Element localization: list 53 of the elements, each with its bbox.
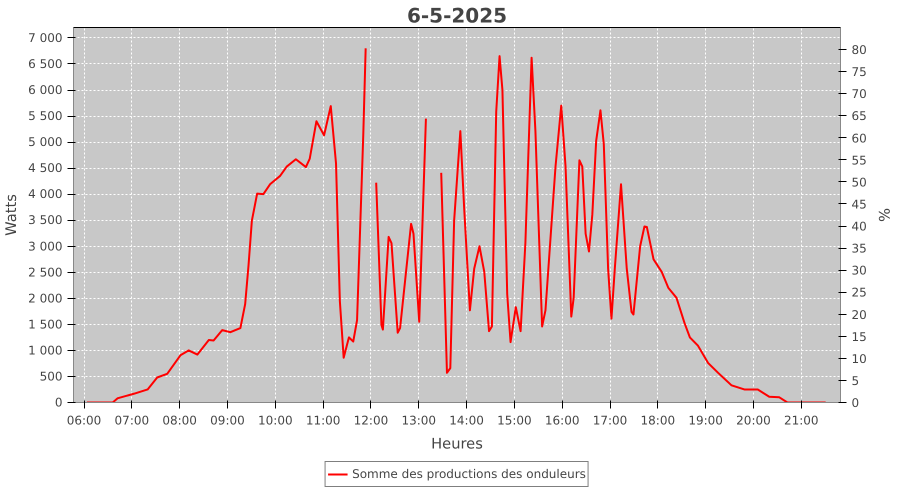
y2-tick-label: 15	[852, 330, 867, 344]
x-tick-label: 14:00	[449, 414, 484, 428]
y-tick-label: 6 000	[28, 83, 63, 97]
x-tick-label: 06:00	[66, 414, 102, 428]
y-tick-label: 5 000	[28, 135, 63, 150]
y2-tick-label: 60	[852, 131, 867, 146]
x-tick-label: 21:00	[784, 414, 819, 428]
y-tick-label: 3 000	[28, 239, 63, 254]
y2-tick-label: 5	[852, 374, 860, 388]
x-tick-label: 07:00	[114, 414, 150, 428]
x-tick-label: 12:00	[354, 414, 388, 428]
x-tick-label: 08:00	[162, 414, 197, 428]
y-tick-label: 7 000	[28, 30, 63, 45]
y2-tick-label: 70	[852, 87, 867, 102]
x-tick-label: 10:00	[258, 414, 293, 428]
x-tick-label: 19:00	[688, 414, 723, 428]
y-tick-label: 2 000	[28, 291, 63, 306]
y2-tick-label: 30	[852, 264, 867, 278]
y-tick-label: 0	[54, 396, 63, 410]
y-axis-title: Watts	[3, 194, 20, 236]
x-tick-label: 16:00	[544, 414, 580, 428]
y2-tick-label: 20	[852, 308, 867, 322]
y-tick-label: 1 500	[28, 317, 63, 332]
chart-title: 6-5-2025	[406, 4, 508, 28]
y-tick-label: 5 500	[28, 109, 63, 124]
y2-tick-label: 50	[852, 175, 867, 190]
x-tick-label: 17:00	[592, 414, 628, 428]
y-tick-label: 500	[40, 369, 62, 384]
x-tick-label: 20:00	[736, 414, 771, 428]
y2-tick-label: 80	[852, 43, 867, 58]
x-tick-label: 09:00	[210, 414, 245, 428]
y-tick-label: 2 500	[28, 265, 63, 280]
y2-tick-label: 0	[852, 396, 860, 410]
y-tick-label: 1 000	[28, 343, 63, 358]
y-tick-label: 6 500	[28, 56, 63, 71]
y2-tick-label: 45	[852, 197, 867, 212]
y2-tick-label: 65	[852, 109, 867, 124]
y2-tick-label: 75	[852, 65, 867, 80]
y2-tick-label: 10	[852, 352, 867, 366]
x-tick-label: 13:00	[401, 414, 436, 428]
y2-tick-label: 25	[852, 286, 867, 300]
legend-label: Somme des productions des onduleurs	[352, 467, 586, 481]
x-tick-label: 15:00	[497, 414, 532, 428]
y-tick-label: 3 500	[28, 213, 63, 228]
x-axis-title: Heures	[431, 436, 483, 452]
y2-tick-label: 35	[852, 242, 867, 256]
y-tick-label: 4 500	[28, 161, 63, 176]
y-tick-label: 4 000	[28, 187, 63, 202]
x-tick-label: 18:00	[640, 414, 676, 428]
y2-tick-label: 55	[852, 153, 867, 168]
x-tick-label: 11:00	[306, 414, 340, 428]
y2-tick-label: 40	[852, 220, 867, 234]
y2-axis-title: %	[874, 208, 892, 222]
